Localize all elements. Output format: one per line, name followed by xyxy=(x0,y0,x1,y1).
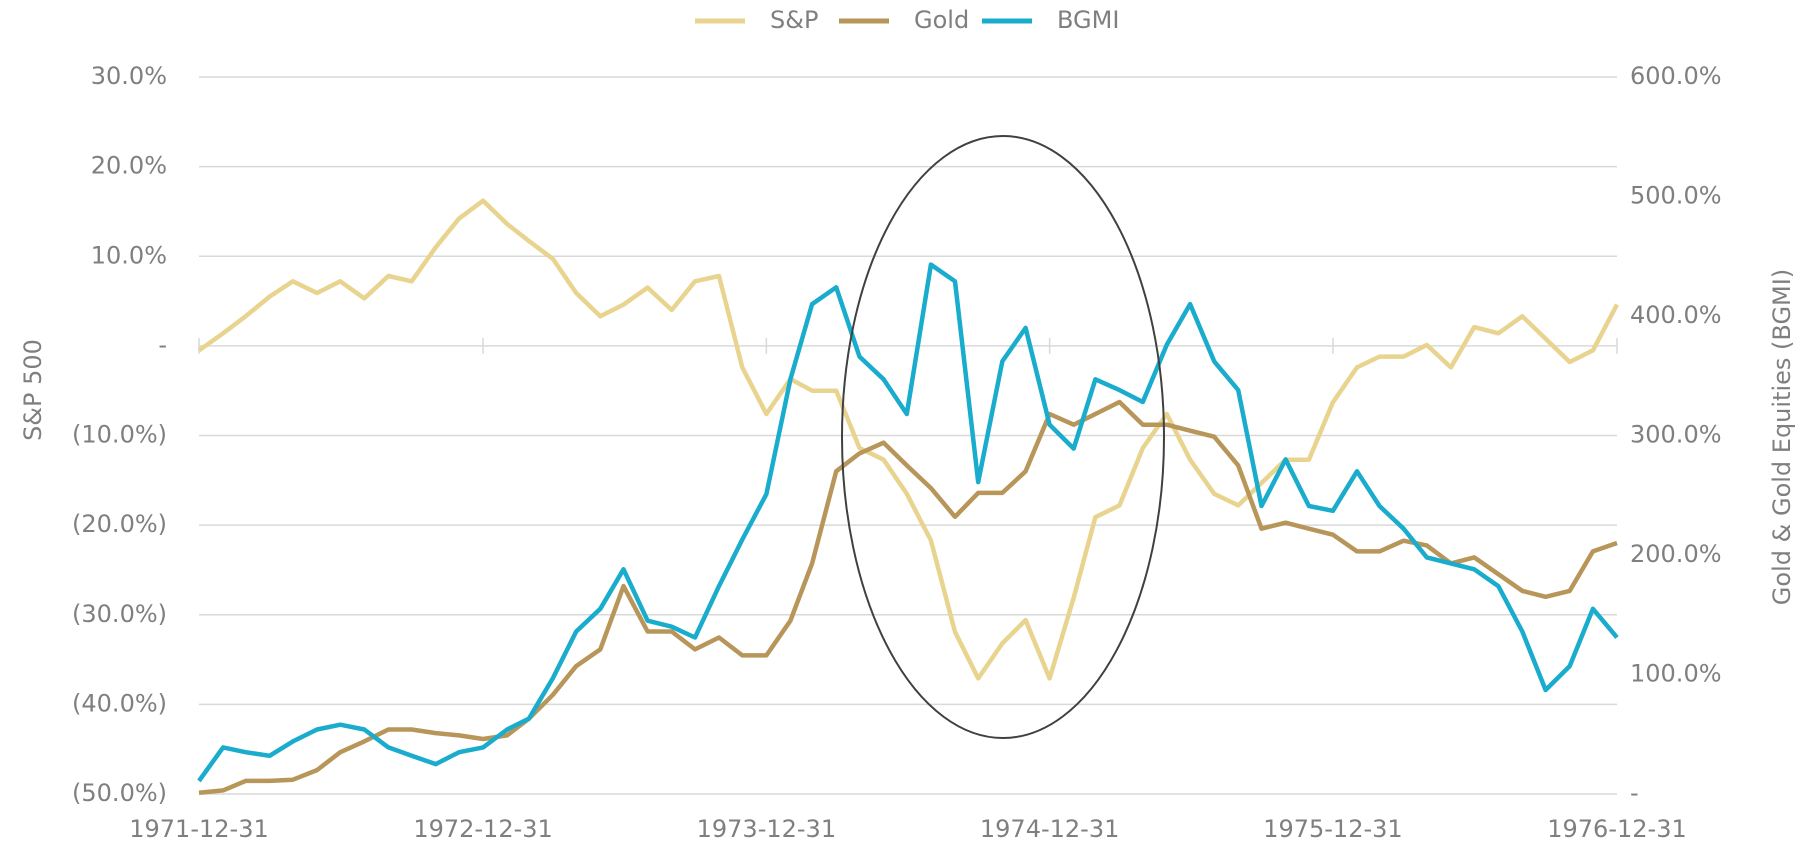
x-tick-label: 1976-12-31 xyxy=(1547,815,1686,843)
x-tick-label: 1975-12-31 xyxy=(1263,815,1402,843)
series-line xyxy=(197,198,1619,681)
plot-layer: (50.0%) (40.0%) (30.0%) (20.0%) (10.0%) - 10.0… xyxy=(72,6,1721,843)
y-tick-label: 30.0% xyxy=(91,62,167,90)
y-tick-label: (50.0%) xyxy=(72,779,167,807)
legend-label: BGMI xyxy=(1057,6,1119,34)
y2-axis-title: Gold & Gold Equities (BGMI) xyxy=(1768,269,1796,605)
y-tick-label: (10.0%) xyxy=(72,421,167,449)
y2-tick-label: 200.0% xyxy=(1630,540,1722,568)
x-tick-label: 1973-12-31 xyxy=(697,815,836,843)
legend-label: Gold xyxy=(914,6,969,34)
series-line xyxy=(198,399,1618,796)
y-tick-label: 20.0% xyxy=(91,152,167,180)
y2-tick-label: - xyxy=(1630,779,1639,807)
y-tick-label: (40.0%) xyxy=(72,689,167,717)
y2-tick-label: 600.0% xyxy=(1630,62,1722,90)
y2-tick-label: 300.0% xyxy=(1630,421,1722,449)
y2-tick-label: 100.0% xyxy=(1630,660,1722,688)
legend-label: S&P xyxy=(770,6,818,34)
y2-tick-label: 400.0% xyxy=(1630,301,1722,329)
x-tick-label: 1972-12-31 xyxy=(413,815,552,843)
y-tick-label: - xyxy=(158,331,167,359)
y2-tick-label: 500.0% xyxy=(1630,182,1722,210)
highlight-ellipse xyxy=(841,135,1165,739)
series-line xyxy=(197,262,1619,783)
x-tick-label: 1974-12-31 xyxy=(980,815,1119,843)
y-tick-label: (20.0%) xyxy=(72,510,167,538)
y-tick-label: 10.0% xyxy=(91,241,167,269)
y-axis-title: S&P 500 xyxy=(19,339,47,441)
y-tick-label: (30.0%) xyxy=(72,600,167,628)
x-tick-label: 1971-12-31 xyxy=(129,815,268,843)
